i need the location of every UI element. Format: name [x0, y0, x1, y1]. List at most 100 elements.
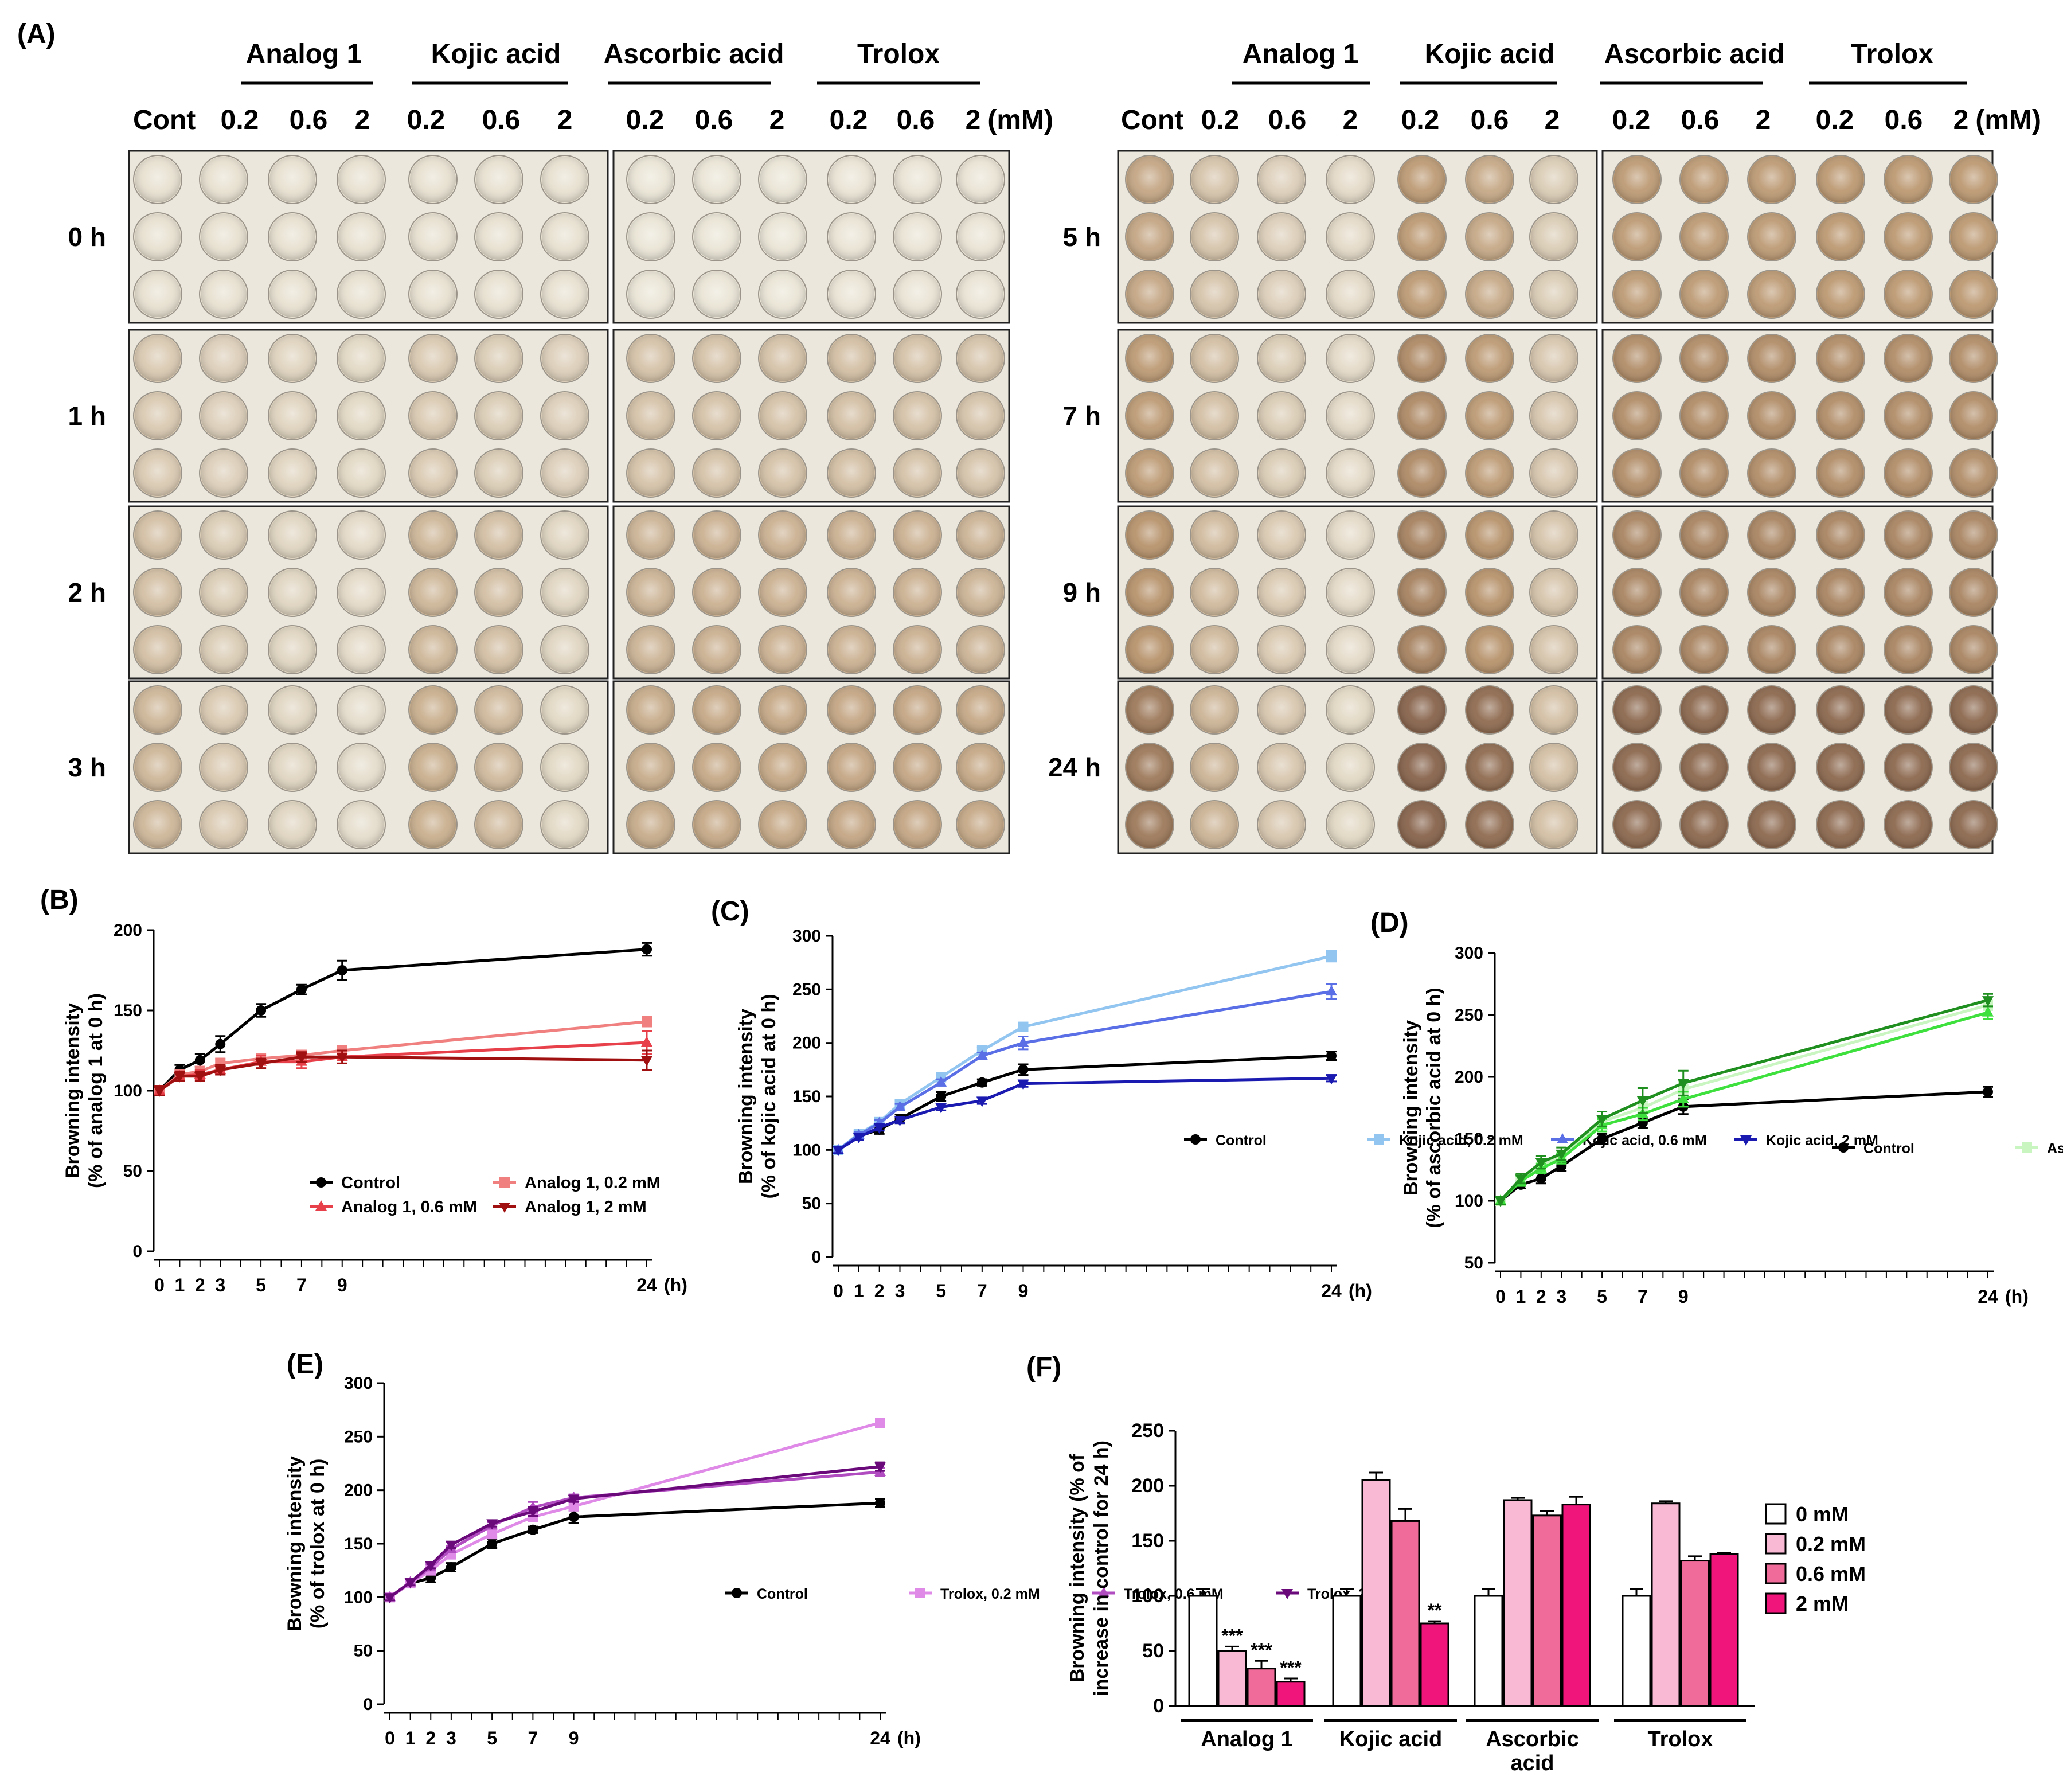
well-shade	[1818, 271, 1863, 317]
data-point-B-3-2	[194, 1072, 206, 1083]
data-point-C-3-5	[976, 1096, 988, 1107]
well-shade	[1885, 627, 1931, 673]
well-shade	[476, 687, 522, 733]
well-shade	[1885, 214, 1931, 260]
well-shade	[542, 512, 588, 558]
well-shade	[1191, 214, 1237, 260]
dose-label-left-1: 0.2	[221, 105, 259, 135]
well-shade	[1259, 744, 1304, 790]
x-tick-label-C-5: 7	[977, 1280, 987, 1301]
legend-label-E-1: Trolox, 0.2 mM	[940, 1586, 1040, 1602]
well-shade	[628, 393, 674, 439]
well-shade	[1399, 393, 1445, 439]
well-shade	[1885, 512, 1931, 558]
y-axis-label-B: Browning intensity	[62, 1003, 84, 1178]
data-point-E-3-0	[384, 1593, 396, 1604]
well-shade	[958, 569, 1003, 615]
well-shade	[542, 627, 588, 673]
well-shade	[1614, 802, 1660, 848]
well-shade	[1399, 744, 1445, 790]
group-label-1-0: Kojic acid	[1339, 1727, 1443, 1751]
well-shade	[894, 271, 940, 317]
well-shade	[1127, 214, 1173, 260]
chart-f-bar-24h: 0 50 100 150 200 250 Browning intensity (% of i…	[1066, 1420, 1866, 1775]
data-point-D-0-2	[1535, 1173, 1546, 1184]
well-shade	[628, 627, 674, 673]
group-label-2-0: Ascorbic	[1486, 1727, 1579, 1751]
y-axis-label2-B: (% of analog 1 at 0 h)	[85, 993, 107, 1188]
data-point-E-1-7	[875, 1418, 885, 1428]
well-shade	[694, 627, 740, 673]
well-shade	[1467, 214, 1513, 260]
time-label-right-6: 9 h	[1063, 577, 1101, 607]
data-point-E-3-2	[425, 1561, 437, 1572]
dose-label-left-12: 2	[966, 105, 981, 135]
bar-1-3	[1420, 1622, 1449, 1707]
x-unit-label-D: (h)	[2005, 1286, 2029, 1307]
well-shade	[1259, 214, 1304, 260]
x-tick-label-E-3: 3	[446, 1728, 456, 1748]
dose-label-right-12: 2	[1953, 105, 1969, 135]
y-tick-label-D-4: 250	[1455, 1006, 1483, 1025]
data-point-B-0-7	[642, 944, 652, 955]
well-shade	[135, 393, 181, 439]
time-label-right-7: 24 h	[1048, 752, 1101, 782]
x-tick-label-C-1: 1	[854, 1280, 864, 1301]
data-point-B-0-4	[256, 1005, 267, 1016]
well-shade	[1531, 450, 1577, 496]
x-tick-label-B-5: 7	[296, 1275, 307, 1295]
y-axis-label2-C: (% of kojic acid at 0 h)	[758, 994, 780, 1198]
data-point-B-3-0	[154, 1087, 165, 1097]
well-shade	[201, 687, 247, 733]
well-shade	[476, 157, 522, 202]
well-shade	[1951, 335, 1996, 381]
legend-label-E-0: Control	[757, 1586, 808, 1602]
well-shade	[1467, 687, 1513, 733]
x-tick-label-C-4: 5	[936, 1280, 946, 1301]
cont-label-right: Cont	[1121, 105, 1183, 135]
well-shade	[1327, 627, 1373, 673]
dose-label-left-7: 0.2	[626, 105, 665, 135]
well-shade	[760, 335, 806, 381]
legend-marker-B-0	[316, 1177, 326, 1188]
well-shade	[269, 157, 315, 202]
well-shade	[1191, 512, 1237, 558]
group-label-3-0: Trolox	[1647, 1727, 1713, 1751]
well-shade	[135, 450, 181, 496]
well-shade	[1885, 335, 1931, 381]
legend-swatch-F-0	[1765, 1503, 1787, 1525]
well-shade	[1818, 627, 1863, 673]
well-shade	[1885, 569, 1931, 615]
time-label-right-4: 5 h	[1063, 222, 1101, 252]
well-shade	[1681, 802, 1727, 848]
well-shade	[894, 687, 940, 733]
well-shade	[1885, 802, 1931, 848]
well-shade	[1531, 512, 1577, 558]
well-shade	[542, 450, 588, 496]
well-shade	[201, 744, 247, 790]
well-shade	[1127, 687, 1173, 733]
well-shade	[1327, 512, 1373, 558]
y-tick-label-C-2: 100	[792, 1141, 821, 1159]
well-shade	[1749, 335, 1795, 381]
well-shade	[1191, 271, 1237, 317]
legend-label-C-1: Kojic acid, 0.2 mM	[1399, 1133, 1523, 1149]
data-point-E-0-4	[487, 1539, 498, 1549]
well-shade	[135, 802, 181, 848]
well-shade	[476, 450, 522, 496]
well-shade	[542, 335, 588, 381]
group-header-right-2: Ascorbic acid	[1604, 39, 1785, 69]
data-point-D-0-7	[1983, 1086, 1993, 1097]
well-shade	[1127, 627, 1173, 673]
well-shade	[760, 214, 806, 260]
x-tick-label-D-4: 5	[1597, 1286, 1607, 1307]
bar-1-0	[1332, 1595, 1362, 1707]
well-shade	[1951, 157, 1996, 202]
time-label-left-0: 0 h	[68, 222, 106, 252]
series-line-E-0	[389, 1501, 881, 1599]
well-shade	[1749, 744, 1795, 790]
bar-2-2	[1532, 1514, 1562, 1707]
well-shade	[1681, 214, 1727, 260]
well-shade	[1749, 393, 1795, 439]
data-point-D-3-1	[1515, 1174, 1527, 1185]
